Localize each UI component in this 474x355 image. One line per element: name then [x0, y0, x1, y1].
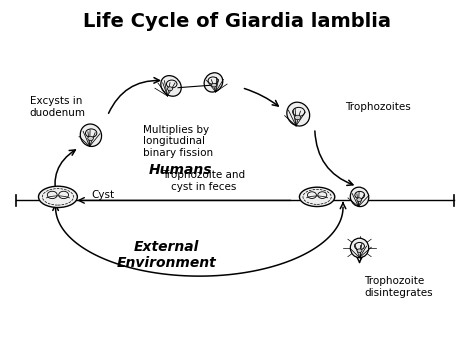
Ellipse shape — [287, 102, 310, 126]
Text: External
Environment: External Environment — [117, 240, 216, 270]
Ellipse shape — [80, 124, 101, 147]
Ellipse shape — [167, 87, 173, 91]
Text: Cyst: Cyst — [91, 190, 114, 200]
Ellipse shape — [204, 73, 223, 92]
Text: Multiplies by
longitudinal
binary fission: Multiplies by longitudinal binary fissio… — [143, 125, 213, 158]
Ellipse shape — [350, 238, 369, 258]
Text: Humans: Humans — [149, 163, 212, 178]
Text: Trophozoite and
cyst in feces: Trophozoite and cyst in feces — [163, 170, 246, 192]
Ellipse shape — [88, 136, 93, 141]
Ellipse shape — [357, 249, 362, 252]
Text: Trophozoite
disintegrates: Trophozoite disintegrates — [364, 276, 433, 298]
Ellipse shape — [300, 187, 335, 207]
Text: Excysts in
duodenum: Excysts in duodenum — [30, 97, 86, 118]
Ellipse shape — [38, 186, 77, 208]
Ellipse shape — [350, 187, 369, 207]
Ellipse shape — [295, 115, 301, 120]
Ellipse shape — [357, 198, 362, 201]
Text: Trophozoites: Trophozoites — [346, 102, 411, 112]
Text: Life Cycle of Giardia lamblia: Life Cycle of Giardia lamblia — [83, 12, 391, 31]
Ellipse shape — [211, 83, 217, 87]
Ellipse shape — [161, 76, 181, 96]
